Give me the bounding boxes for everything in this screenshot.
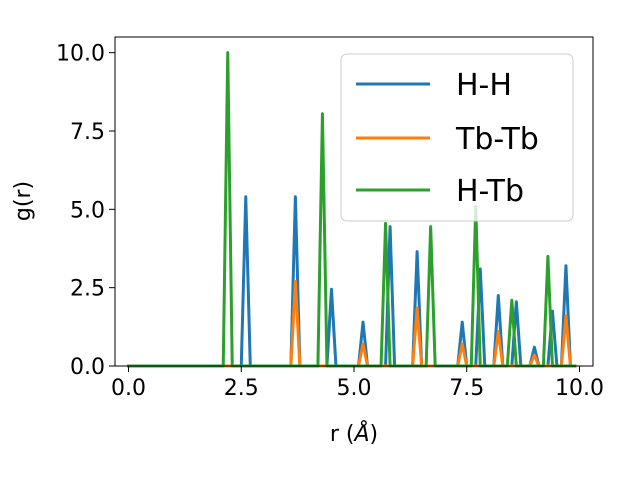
x-tick-label: 10.0 [555,376,604,401]
y-tick-label: 7.5 [70,120,105,145]
y-tick-label: 2.5 [70,277,105,302]
x-axis: 0.0 2.5 5.0 7.5 10.0 [111,366,604,401]
x-axis-label-main: r ( [330,422,355,447]
x-tick-label: 5.0 [337,376,372,401]
y-tick-label: 5.0 [70,198,105,223]
x-axis-label-unit: Å [352,420,369,447]
legend-label-h-tb: H-Tb [456,174,524,209]
x-tick-label: 0.0 [111,376,146,401]
x-tick-label: 7.5 [449,376,484,401]
x-tick-label: 2.5 [224,376,259,401]
y-tick-label: 10.0 [56,42,105,67]
y-axis: 0.0 2.5 5.0 7.5 10.0 [56,42,115,380]
x-axis-label-close: ) [370,422,379,447]
legend-label-h-h: H-H [456,68,512,103]
y-axis-label: g(r) [11,181,36,221]
legend: H-H Tb-Tb H-Tb [340,53,574,222]
legend-box [340,53,574,222]
x-axis-label: r (Å) [330,420,378,447]
y-tick-label: 0.0 [70,355,105,380]
legend-label-tb-tb: Tb-Tb [455,122,539,157]
